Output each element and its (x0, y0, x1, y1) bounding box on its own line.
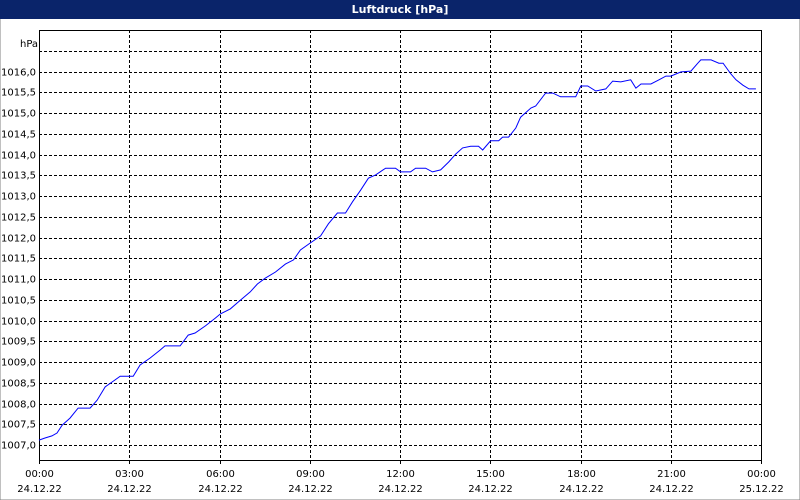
y-tick-label: 1007,0 (1, 441, 36, 452)
y-tick-label: 1016,0 (1, 68, 36, 79)
y-tick-label: 1014,0 (1, 151, 36, 162)
y-tick-label: 1011,5 (1, 254, 36, 265)
x-tick-date: 24.12.22 (17, 484, 62, 495)
chart-title: Luftdruck [hPa] (352, 3, 449, 16)
y-tick-label: 1011,0 (1, 275, 36, 286)
y-tick-label: 1010,0 (1, 317, 36, 328)
y-tick-label: 1009,0 (1, 358, 36, 369)
y-tick-label: 1008,5 (1, 379, 36, 390)
y-tick-label: 1013,5 (1, 171, 36, 182)
x-tick-label: 00:00 (25, 469, 54, 480)
plot-border (39, 30, 762, 461)
x-tick-date: 24.12.22 (649, 484, 694, 495)
x-tick-label: 00:00 (747, 469, 776, 480)
y-axis-label: hPa (20, 39, 38, 50)
x-tick-date: 25.12.22 (739, 484, 784, 495)
x-tick-label: 09:00 (296, 469, 325, 480)
x-tick-label: 12:00 (386, 469, 415, 480)
y-tick-label: 1015,0 (1, 109, 36, 120)
x-tick-label: 03:00 (115, 469, 144, 480)
y-tick-label: 1007,5 (1, 420, 36, 431)
x-tick-label: 06:00 (206, 469, 235, 480)
y-tick-label: 1008,0 (1, 400, 36, 411)
x-tick-label: 21:00 (657, 469, 686, 480)
y-tick-label: 1014,5 (1, 130, 36, 141)
y-tick-label: 1010,5 (1, 296, 36, 307)
x-tick-date: 24.12.22 (107, 484, 152, 495)
y-tick-label: 1015,5 (1, 88, 36, 99)
x-tick-date: 24.12.22 (288, 484, 333, 495)
x-tick-label: 18:00 (567, 469, 596, 480)
y-tick-label: 1013,0 (1, 192, 36, 203)
y-tick-label: 1012,5 (1, 213, 36, 224)
x-tick-date: 24.12.22 (378, 484, 423, 495)
series-line (38, 59, 756, 441)
title-bar (0, 0, 800, 19)
y-tick-label: 1012,0 (1, 234, 36, 245)
x-tick-date: 24.12.22 (559, 484, 604, 495)
x-tick-date: 24.12.22 (468, 484, 513, 495)
x-tick-label: 15:00 (476, 469, 505, 480)
y-tick-label: 1009,5 (1, 337, 36, 348)
x-tick-date: 24.12.22 (198, 484, 243, 495)
